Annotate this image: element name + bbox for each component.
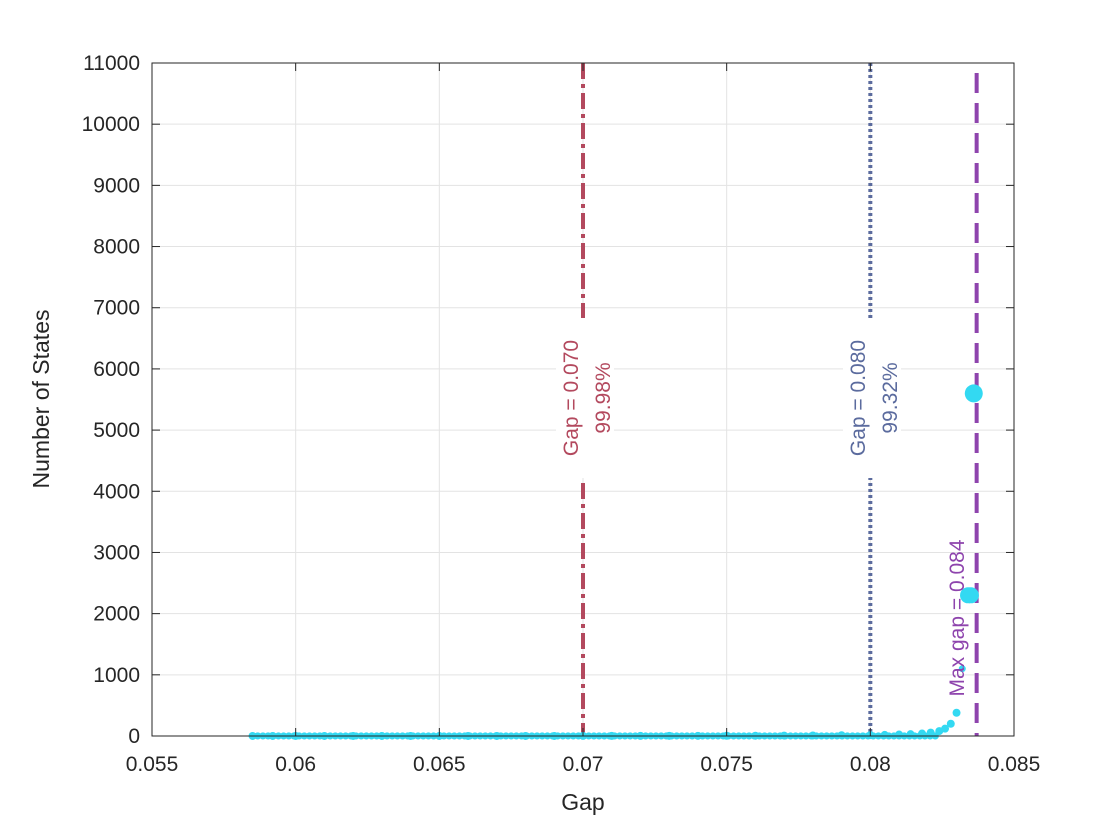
y-tick-label: 10000 — [82, 113, 140, 136]
y-tick-label: 9000 — [93, 174, 140, 197]
y-tick-label: 5000 — [93, 419, 140, 442]
annotation-label: Gap = 0.070 — [560, 340, 583, 456]
x-tick-label: 0.065 — [413, 753, 466, 776]
x-axis-title: Gap — [561, 789, 604, 815]
data-point — [946, 719, 955, 728]
x-tick-label: 0.085 — [988, 753, 1041, 776]
y-tick-label: 7000 — [93, 297, 140, 320]
y-tick-label: 1000 — [93, 664, 140, 687]
annotation-label: Max gap = 0.084 — [946, 539, 969, 696]
x-tick-label: 0.075 — [700, 753, 753, 776]
annotations: Gap = 0.070 99.98% Gap = 0.080 99.32% Max ga… — [556, 318, 969, 697]
annotation-label: Gap = 0.080 — [847, 340, 870, 456]
data-point — [962, 587, 979, 604]
data-point — [958, 665, 966, 673]
y-tick-label: 11000 — [83, 52, 140, 75]
annotation-background — [843, 318, 901, 478]
x-tick-label: 0.055 — [126, 753, 179, 776]
y-tick-label: 2000 — [93, 603, 140, 626]
annotation-background — [556, 318, 614, 478]
y-tick-label: 0 — [128, 725, 140, 748]
y-tick-label: 8000 — [93, 236, 140, 259]
data-point — [964, 384, 983, 403]
data-point — [952, 708, 961, 717]
y-tick-label: 6000 — [93, 358, 140, 381]
data-point — [941, 724, 950, 733]
annotation-sublabel: 99.32% — [879, 362, 902, 433]
x-tick-label: 0.08 — [850, 753, 891, 776]
y-axis-title: Number of States — [28, 310, 54, 489]
y-tick-label: 3000 — [93, 541, 140, 564]
y-tick-label: 4000 — [93, 480, 140, 503]
x-tick-label: 0.06 — [275, 753, 316, 776]
x-tick-label: 0.07 — [563, 753, 604, 776]
annotation-sublabel: 99.98% — [592, 362, 615, 433]
axis-ticks: 0.055 0.06 0.065 0.07 0.075 0.08 0.085 0 1000 200… — [82, 52, 1041, 776]
